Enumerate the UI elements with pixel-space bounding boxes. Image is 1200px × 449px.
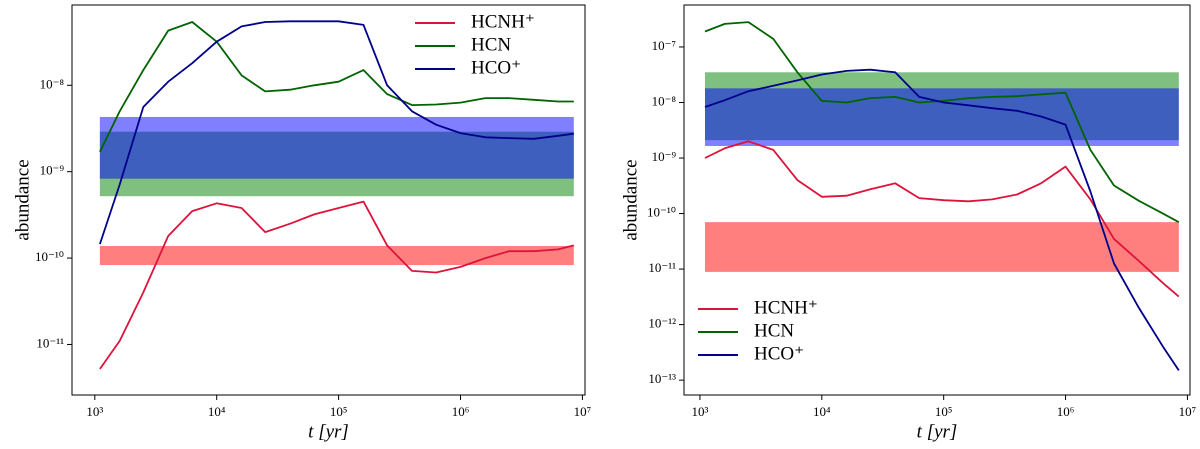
y-tick-label: 10⁻¹³ <box>648 371 676 386</box>
series-line <box>704 68 1180 371</box>
y-tick-label: 10⁻⁷ <box>652 38 676 53</box>
x-axis-label: t [yr] <box>308 421 349 442</box>
x-tick-label: 10³ <box>86 404 103 419</box>
axes-frame <box>683 4 1191 396</box>
legend-label: HCN <box>754 320 794 341</box>
x-tick-label: 10⁶ <box>452 404 470 419</box>
legend-label: HCNH⁺ <box>471 11 535 32</box>
y-tick-label: 10⁻⁹ <box>40 163 65 178</box>
y-tick-label: 10⁻⁸ <box>652 93 677 108</box>
y-axis-label: abundance <box>620 159 641 240</box>
observed-band <box>99 245 574 266</box>
y-tick-label: 10⁻⁸ <box>40 76 65 91</box>
y-tick-label: 10⁻¹¹ <box>648 260 676 275</box>
y-tick-label: 10⁻¹² <box>648 316 676 331</box>
series-line <box>704 140 1180 298</box>
legend-label: HCO⁺ <box>754 343 804 364</box>
series-line <box>99 20 574 245</box>
legend-label: HCN <box>471 34 511 55</box>
observed-band <box>99 116 574 179</box>
legend-label: HCO⁺ <box>471 57 521 78</box>
x-tick-label: 10⁶ <box>1057 404 1075 419</box>
x-axis-label: t [yr] <box>917 421 958 442</box>
series-line <box>99 200 575 370</box>
x-tick-label: 10⁷ <box>1179 404 1197 419</box>
x-tick-label: 10⁷ <box>574 404 592 419</box>
observed-band <box>704 222 1179 272</box>
x-tick-label: 10⁴ <box>208 404 226 419</box>
y-tick-label: 10⁻¹⁰ <box>35 249 64 264</box>
x-tick-label: 10⁵ <box>330 404 348 419</box>
x-tick-label: 10³ <box>691 404 708 419</box>
series-line <box>99 21 574 153</box>
y-tick-label: 10⁻¹¹ <box>36 335 64 350</box>
x-tick-label: 10⁴ <box>813 404 831 419</box>
y-axis-label: abundance <box>12 159 33 240</box>
series-line <box>704 21 1180 223</box>
y-tick-label: 10⁻⁹ <box>652 149 677 164</box>
x-tick-label: 10⁵ <box>935 404 953 419</box>
axes-frame <box>71 4 586 396</box>
observed-band <box>704 88 1179 146</box>
legend-label: HCNH⁺ <box>754 297 818 318</box>
plot-area <box>99 20 575 370</box>
plot-area <box>704 21 1180 371</box>
y-tick-label: 10⁻¹⁰ <box>647 205 676 220</box>
